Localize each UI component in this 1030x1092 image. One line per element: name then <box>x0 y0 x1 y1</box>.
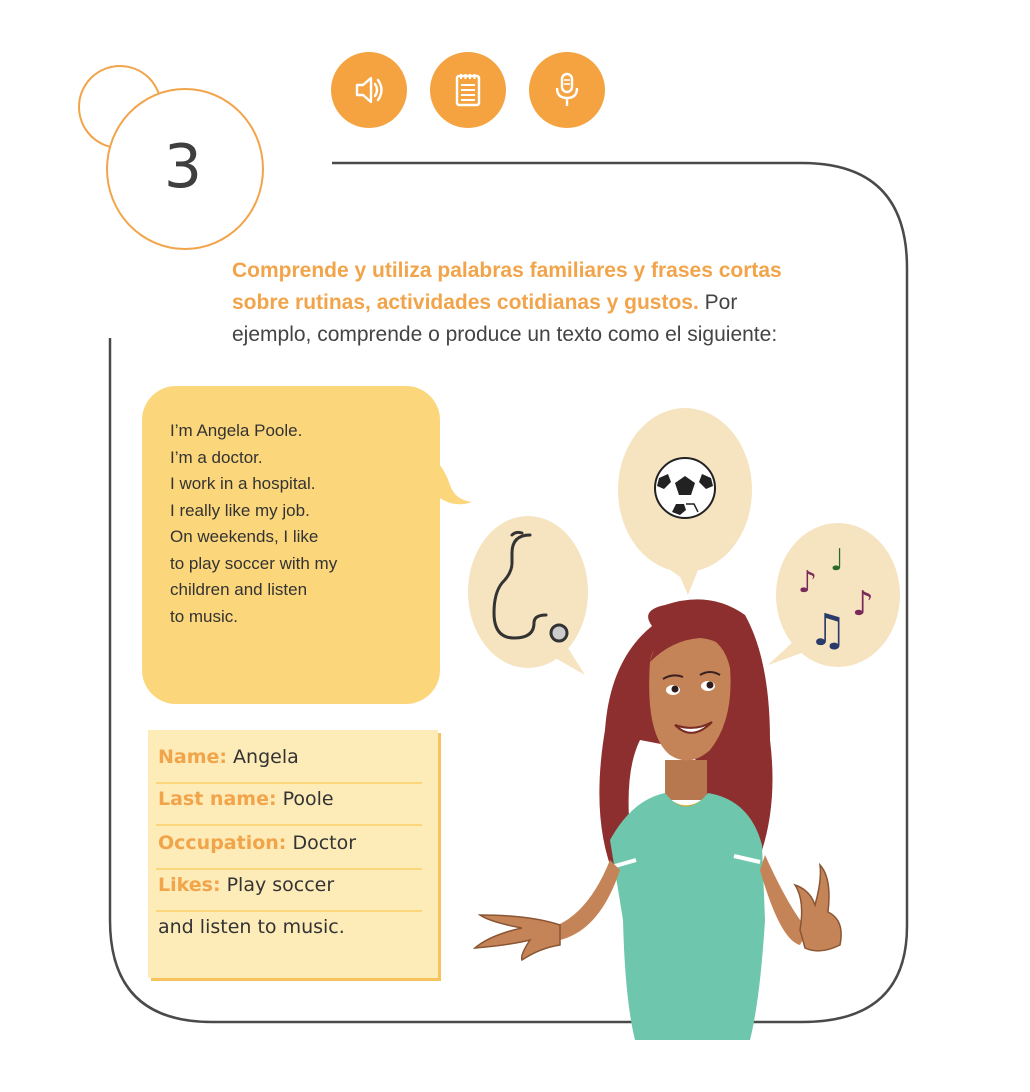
profile-occupation-row: Occupation: Doctor <box>158 832 420 854</box>
card-frame <box>108 161 909 1024</box>
speech-bubble-tail <box>420 448 472 505</box>
section-badge-ring <box>106 88 264 250</box>
occupation-label: Occupation: <box>158 832 287 854</box>
section-number: 3 <box>163 132 203 202</box>
descriptor-text-2: Por <box>698 291 738 314</box>
speech-line: I really like my job. <box>170 500 310 520</box>
soccer-thought-bubble <box>618 408 752 595</box>
listen-button[interactable] <box>331 52 407 128</box>
divider <box>156 868 422 870</box>
descriptor-highlight-1: Comprende y utiliza palabras familiares … <box>232 259 782 282</box>
occupation-value: Doctor <box>286 832 357 854</box>
speech-text: I’m Angela Poole. I’m a doctor. I work i… <box>170 418 430 630</box>
profile-card: Name: Angela Last name: Poole Occupation… <box>148 730 438 978</box>
soccer-ball-icon <box>654 457 716 519</box>
speech-line: I work in a hospital. <box>170 474 316 493</box>
speech-line: On weekends, I like <box>170 527 319 546</box>
profile-likes-row: Likes: Play soccer <box>158 874 420 896</box>
name-value: Angela <box>227 746 299 768</box>
speech-line: I’m a doctor. <box>170 447 263 467</box>
likes-label: Likes: <box>158 874 221 896</box>
divider <box>156 824 422 826</box>
last-name-value: Poole <box>276 788 334 810</box>
svg-text:♪: ♪ <box>798 565 817 600</box>
profile-last-name-row: Last name: Poole <box>158 788 420 810</box>
divider <box>156 782 422 784</box>
descriptor-text-3: ejemplo, comprende o produce un texto co… <box>232 323 778 346</box>
speech-line: to music. <box>170 606 239 626</box>
svg-text:♫: ♫ <box>808 605 847 656</box>
music-thought-bubble: ♪ ♩ ♫ ♪ <box>768 523 900 667</box>
descriptor-text: Comprende y utiliza palabras familiares … <box>232 255 872 351</box>
stethoscope-icon <box>492 530 569 643</box>
speech-bubble <box>142 386 440 704</box>
microphone-icon <box>555 72 579 106</box>
music-notes-icon: ♪ ♩ ♫ ♪ <box>798 543 874 656</box>
divider <box>156 910 422 912</box>
stethoscope-thought-bubble <box>468 516 588 675</box>
notepad-icon <box>455 74 481 107</box>
svg-text:♪: ♪ <box>852 584 874 624</box>
svg-text:♩: ♩ <box>830 543 844 578</box>
read-button[interactable] <box>430 52 506 128</box>
name-label: Name: <box>158 746 228 768</box>
speech-line: to play soccer with my <box>170 553 338 573</box>
profile-name-row: Name: Angela <box>158 746 420 768</box>
speaker-icon <box>355 76 383 104</box>
descriptor-highlight-2: sobre rutinas, actividades cotidianas y … <box>232 291 699 314</box>
last-name-label: Last name: <box>158 788 277 810</box>
illustration: ♪ ♩ ♫ ♪ <box>468 408 900 1040</box>
speak-button[interactable] <box>529 52 605 128</box>
woman-character <box>472 599 842 1040</box>
likes-value: Play soccer <box>220 874 335 896</box>
speech-line: I’m Angela Poole. <box>170 421 303 440</box>
speech-line: children and listen <box>170 580 308 599</box>
profile-likes-row-2: and listen to music. <box>158 916 345 938</box>
